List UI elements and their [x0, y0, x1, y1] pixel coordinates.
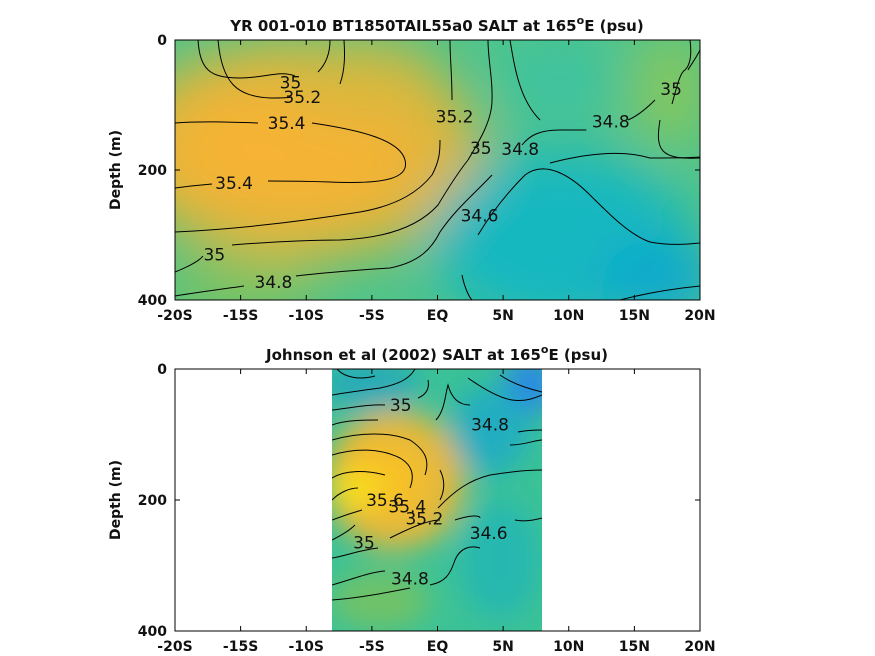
y-tick-label: 200 — [138, 163, 167, 179]
panel-observed-contours — [332, 369, 542, 601]
contour-label: 34.8 — [501, 140, 539, 160]
contour-label: 34.6 — [461, 207, 499, 227]
panel-observed-field — [332, 369, 542, 631]
x-tick-label: -5S — [359, 308, 385, 324]
contour-label: 35.4 — [215, 174, 253, 194]
x-tick-label: 5N — [492, 639, 513, 655]
contour-label: 35.2 — [405, 509, 443, 529]
contour-label: 35.2 — [436, 108, 474, 128]
x-tick-label: EQ — [427, 639, 449, 655]
contour-label: 35 — [390, 396, 412, 416]
contour-label: 34.8 — [592, 112, 630, 132]
panel-observed-ticks: -20S -15S -10S -5S EQ 5N 10N 15N 20N 0 200 400 — [138, 362, 716, 655]
contour-label: 34.8 — [391, 570, 429, 590]
x-tick-label: -15S — [223, 308, 258, 324]
contour-label: 35 — [660, 80, 682, 100]
panel-model-contours — [175, 40, 700, 300]
y-tick-label: 400 — [138, 293, 167, 309]
panel-model-title: YR 001-010 BT1850TAIL55a0 SALT at 165oE … — [229, 14, 643, 35]
panel-model-ylabel: Depth (m) — [108, 130, 124, 210]
contour-label: 35.6 — [366, 491, 404, 511]
contour-label: 35 — [204, 246, 226, 266]
x-tick-label: -15S — [223, 639, 258, 655]
x-tick-label: -10S — [289, 639, 324, 655]
panel-observed-contour-labels: 35 34.8 35.635.435.2 35 34.6 34.8 — [353, 396, 509, 590]
panel-observed: Johnson et al (2002) SALT at 165oE (psu) — [108, 343, 716, 655]
contour-label: 35.4 — [268, 114, 306, 134]
y-tick-label: 0 — [157, 362, 167, 378]
y-tick-label: 400 — [138, 624, 167, 640]
x-tick-label: 10N — [553, 639, 584, 655]
x-tick-label: -10S — [289, 308, 324, 324]
contour-label: 35.4 — [388, 498, 426, 518]
x-tick-label: -20S — [157, 308, 192, 324]
contour-label: 35 — [353, 534, 375, 554]
contour-label: 34.8 — [471, 416, 509, 436]
panel-observed-ylabel: Depth (m) — [108, 460, 124, 540]
y-tick-label: 0 — [157, 33, 167, 49]
panel-model: YR 001-010 BT1850TAIL55a0 SALT at 165oE … — [108, 14, 716, 324]
x-tick-label: -5S — [359, 639, 385, 655]
panel-model-ticks: -20S -15S -10S -5S EQ 5N 10N 15N 20N 0 200 400 — [138, 33, 716, 324]
x-tick-label: 15N — [619, 308, 650, 324]
x-tick-label: 20N — [684, 639, 715, 655]
x-tick-label: 10N — [553, 308, 584, 324]
x-tick-label: 5N — [492, 308, 513, 324]
contour-label: 34.6 — [470, 524, 508, 544]
y-tick-label: 200 — [138, 493, 167, 509]
panel-observed-title: Johnson et al (2002) SALT at 165oE (psu) — [265, 343, 608, 364]
contour-label: 34.8 — [255, 273, 293, 293]
x-tick-label: 15N — [619, 639, 650, 655]
contour-label: 35 — [470, 139, 492, 159]
contour-label: 35.2 — [283, 88, 321, 108]
x-tick-label: -20S — [157, 639, 192, 655]
contour-label: 35 — [280, 73, 302, 93]
x-tick-label: 20N — [684, 308, 715, 324]
x-tick-label: EQ — [427, 308, 449, 324]
panel-model-field — [175, 40, 700, 300]
